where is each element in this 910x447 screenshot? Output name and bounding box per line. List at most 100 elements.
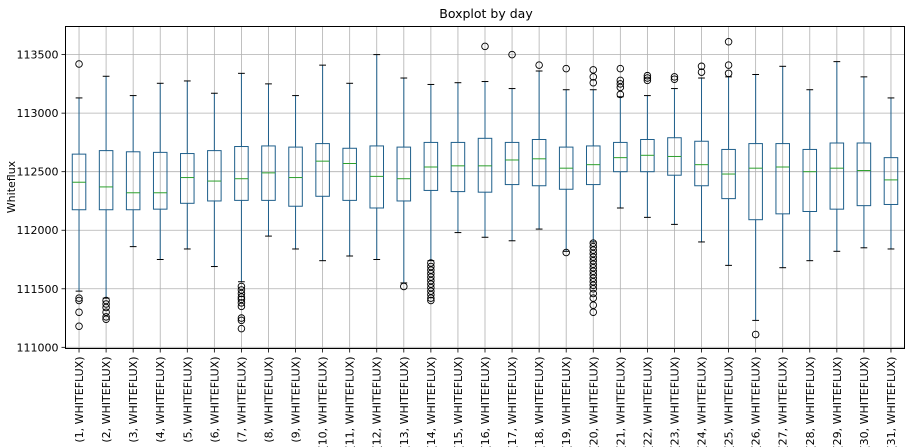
outlier-point (481, 42, 489, 51)
outlier-point (75, 308, 83, 316)
outlier-point (616, 90, 625, 99)
box-item (721, 37, 736, 266)
box-item (396, 77, 412, 291)
box-rect (342, 147, 357, 201)
x-tick-label: (6, WHITEFLUX) (208, 357, 221, 443)
box-item (152, 82, 168, 261)
box-series (71, 37, 899, 339)
outlier-point (75, 296, 83, 305)
box-rect (694, 140, 709, 187)
outlier-point (237, 289, 246, 298)
box-item (504, 50, 520, 242)
x-tick-label: (15, WHITEFLUX) (452, 357, 465, 447)
plot-frame (65, 26, 905, 349)
x-tick-label: (31, WHITEFLUX) (885, 357, 898, 447)
box-item (477, 42, 493, 238)
x-tick-label: (29, WHITEFLUX) (831, 357, 844, 447)
x-tick-label: (25, WHITEFLUX) (723, 357, 736, 447)
box-rect (856, 142, 872, 207)
box-item (613, 64, 628, 209)
x-tick-label: (10, WHITEFLUX) (317, 357, 330, 447)
x-tick-label: (28, WHITEFLUX) (804, 357, 817, 447)
outlier-point (427, 294, 435, 302)
box-item (883, 97, 899, 250)
box-rect (288, 146, 303, 207)
x-tick-label: (18, WHITEFLUX) (533, 357, 546, 447)
outlier-point (670, 73, 679, 81)
box-rect (585, 145, 601, 186)
outlier-point (75, 294, 83, 302)
x-tick-label: (20, WHITEFLUX) (587, 357, 600, 447)
outlier-point (724, 61, 733, 69)
outlier-point (102, 315, 110, 323)
outlier-point (643, 74, 652, 82)
x-tick-label: (27, WHITEFLUX) (777, 357, 790, 447)
box-item (207, 92, 222, 268)
outlier-point (237, 324, 246, 333)
y-tick-label: 113000 (17, 107, 59, 120)
outlier-point (562, 64, 570, 73)
outlier-point (427, 296, 435, 305)
y-axis-label: Whiteflux (5, 160, 18, 213)
box-item (748, 74, 763, 339)
box-item (640, 71, 655, 218)
box-item (667, 73, 682, 225)
box-item (829, 61, 845, 252)
outlier-point (589, 285, 598, 293)
box-item (694, 62, 709, 243)
box-rect (748, 143, 763, 221)
box-item (234, 72, 249, 333)
x-tick-label: (8, WHITEFLUX) (262, 357, 275, 443)
x-tick-label: (2, WHITEFLUX) (100, 357, 113, 443)
outlier-point (237, 314, 246, 322)
x-tick-label: (7, WHITEFLUX) (235, 357, 248, 443)
x-tick-label: (4, WHITEFLUX) (154, 357, 167, 443)
box-item (342, 82, 357, 257)
x-tick-label: (26, WHITEFLUX) (750, 357, 763, 447)
box-item (71, 60, 87, 331)
box-rect (829, 142, 845, 210)
box-item (125, 95, 141, 248)
x-tick-label: (13, WHITEFLUX) (398, 357, 411, 447)
outlier-point (589, 73, 598, 81)
box-rect (315, 143, 330, 197)
outlier-point (427, 290, 435, 299)
box-rect (234, 146, 249, 201)
box-item (315, 64, 330, 262)
box-item (288, 95, 303, 250)
outlier-point (102, 313, 110, 321)
box-item (450, 82, 466, 234)
box-item (261, 83, 276, 237)
box-rect (613, 141, 628, 173)
y-tick-label: 112000 (17, 224, 59, 237)
box-item (856, 76, 872, 249)
box-item (775, 65, 790, 269)
outlier-point (589, 281, 598, 290)
box-item (558, 64, 574, 257)
box-rect (531, 138, 547, 187)
box-rect (369, 145, 385, 209)
box-rect (802, 148, 818, 213)
box-item (531, 61, 547, 230)
outlier-point (589, 308, 598, 316)
outlier-point (508, 50, 516, 59)
outlier-point (535, 61, 543, 69)
y-tick-label: 111500 (17, 283, 59, 296)
x-tick-label: (14, WHITEFLUX) (425, 357, 438, 447)
outlier-point (616, 64, 625, 73)
outlier-point (670, 75, 679, 83)
outlier-point (400, 282, 408, 291)
outlier-point (75, 60, 83, 68)
box-rect (775, 143, 790, 215)
box-rect (477, 137, 493, 193)
x-tick-label: (23, WHITEFLUX) (668, 357, 681, 447)
box-rect (152, 151, 168, 210)
box-item (802, 89, 818, 262)
box-item (423, 83, 439, 305)
box-item (585, 66, 601, 316)
y-tick-label: 113500 (17, 49, 59, 62)
x-tick-label: (16, WHITEFLUX) (479, 357, 492, 447)
outlier-point (724, 37, 733, 46)
outlier-point (237, 299, 246, 307)
outlier-point (643, 76, 652, 85)
